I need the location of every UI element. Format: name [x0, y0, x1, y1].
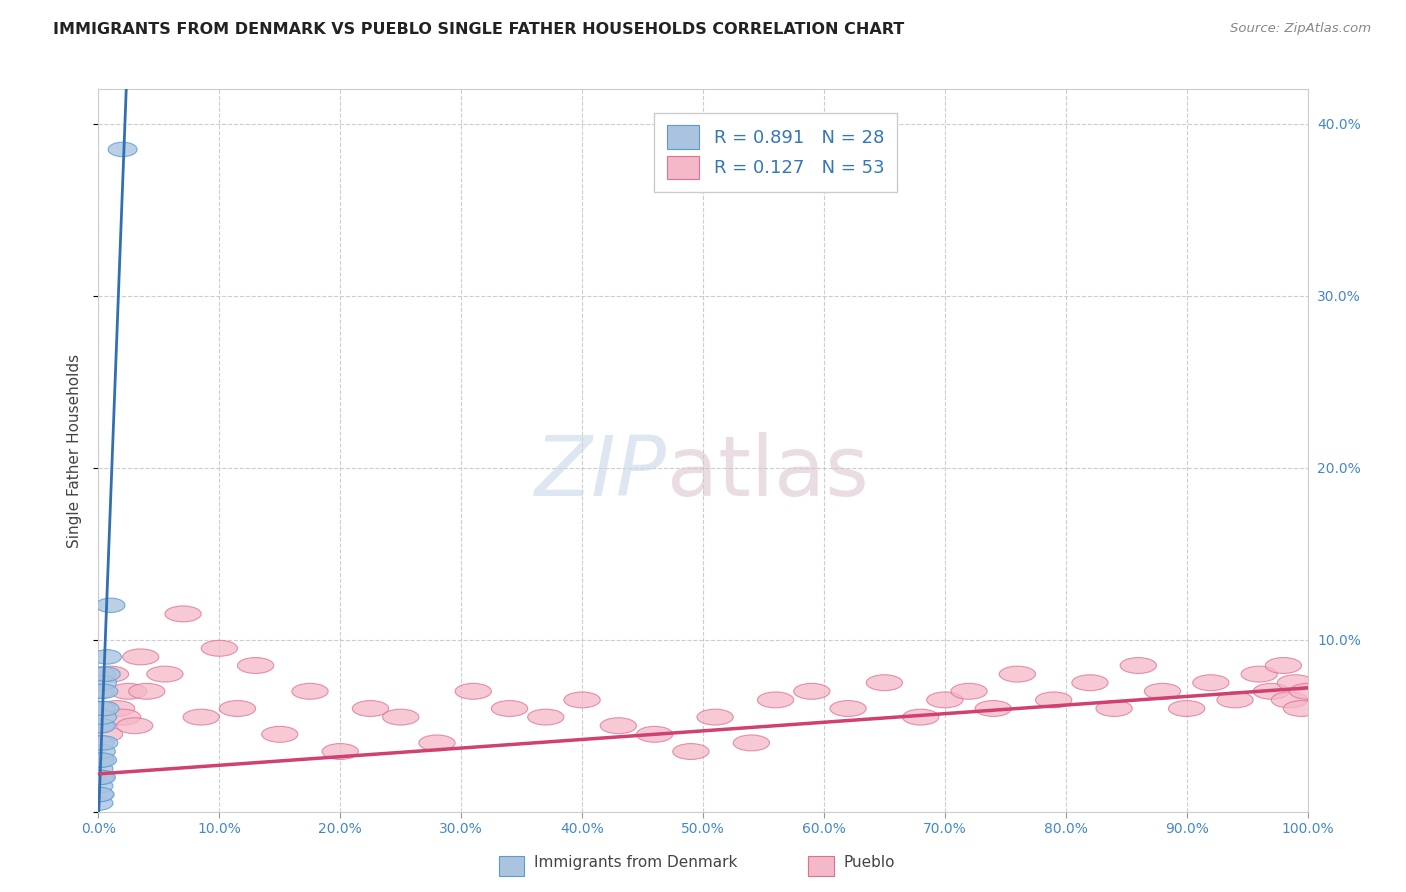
Ellipse shape: [758, 692, 793, 708]
Ellipse shape: [1168, 700, 1205, 716]
Ellipse shape: [86, 718, 115, 733]
Ellipse shape: [1265, 657, 1302, 673]
Ellipse shape: [86, 667, 115, 681]
Ellipse shape: [104, 709, 141, 725]
Ellipse shape: [1000, 666, 1036, 682]
Ellipse shape: [201, 640, 238, 657]
Ellipse shape: [1253, 683, 1289, 699]
Ellipse shape: [89, 684, 118, 698]
Ellipse shape: [1284, 700, 1320, 716]
Ellipse shape: [1192, 674, 1229, 690]
Ellipse shape: [492, 700, 527, 716]
Ellipse shape: [96, 598, 125, 613]
Ellipse shape: [86, 684, 114, 698]
Ellipse shape: [456, 683, 492, 699]
Ellipse shape: [84, 753, 112, 767]
Ellipse shape: [697, 709, 734, 725]
Ellipse shape: [84, 762, 112, 776]
Ellipse shape: [84, 770, 112, 785]
Ellipse shape: [292, 683, 328, 699]
Ellipse shape: [86, 701, 114, 715]
Ellipse shape: [950, 683, 987, 699]
Ellipse shape: [1071, 674, 1108, 690]
Ellipse shape: [1121, 657, 1157, 673]
Ellipse shape: [86, 788, 114, 802]
Ellipse shape: [84, 788, 112, 802]
Ellipse shape: [117, 718, 153, 733]
Ellipse shape: [1289, 683, 1326, 699]
Ellipse shape: [238, 657, 274, 673]
Ellipse shape: [830, 700, 866, 716]
Ellipse shape: [353, 700, 388, 716]
Text: Pueblo: Pueblo: [844, 855, 896, 870]
Ellipse shape: [89, 736, 118, 750]
Text: ZIP: ZIP: [534, 432, 666, 513]
Ellipse shape: [564, 692, 600, 708]
Ellipse shape: [1144, 683, 1181, 699]
Ellipse shape: [183, 709, 219, 725]
Ellipse shape: [165, 606, 201, 622]
Ellipse shape: [673, 744, 709, 759]
Ellipse shape: [1218, 692, 1253, 708]
Ellipse shape: [637, 726, 673, 742]
Ellipse shape: [600, 718, 637, 733]
Ellipse shape: [927, 692, 963, 708]
Ellipse shape: [90, 701, 120, 715]
Ellipse shape: [1278, 674, 1313, 690]
Ellipse shape: [86, 753, 114, 767]
Ellipse shape: [98, 700, 135, 716]
Ellipse shape: [87, 753, 117, 767]
Ellipse shape: [86, 744, 115, 759]
Ellipse shape: [262, 726, 298, 742]
Ellipse shape: [322, 744, 359, 759]
Ellipse shape: [146, 666, 183, 682]
Ellipse shape: [91, 667, 120, 681]
Text: Source: ZipAtlas.com: Source: ZipAtlas.com: [1230, 22, 1371, 36]
Ellipse shape: [93, 666, 129, 682]
Ellipse shape: [527, 709, 564, 725]
Ellipse shape: [86, 701, 115, 715]
Ellipse shape: [419, 735, 456, 751]
Ellipse shape: [866, 674, 903, 690]
Ellipse shape: [122, 649, 159, 665]
Ellipse shape: [1271, 692, 1308, 708]
Ellipse shape: [129, 683, 165, 699]
Ellipse shape: [86, 770, 114, 785]
Y-axis label: Single Father Households: Single Father Households: [67, 353, 83, 548]
Ellipse shape: [382, 709, 419, 725]
Ellipse shape: [84, 796, 112, 810]
Ellipse shape: [87, 675, 117, 690]
Ellipse shape: [976, 700, 1011, 716]
Ellipse shape: [219, 700, 256, 716]
Ellipse shape: [86, 718, 114, 733]
Ellipse shape: [87, 710, 117, 724]
Text: atlas: atlas: [666, 432, 869, 513]
Ellipse shape: [84, 779, 112, 793]
Ellipse shape: [903, 709, 939, 725]
Legend: R = 0.891   N = 28, R = 0.127   N = 53: R = 0.891 N = 28, R = 0.127 N = 53: [654, 112, 897, 192]
Text: Immigrants from Denmark: Immigrants from Denmark: [534, 855, 738, 870]
Ellipse shape: [1097, 700, 1132, 716]
Ellipse shape: [108, 142, 138, 157]
Ellipse shape: [111, 683, 146, 699]
Ellipse shape: [1035, 692, 1071, 708]
Ellipse shape: [86, 736, 114, 750]
Ellipse shape: [1241, 666, 1278, 682]
Ellipse shape: [734, 735, 769, 751]
Ellipse shape: [86, 770, 115, 785]
Text: IMMIGRANTS FROM DENMARK VS PUEBLO SINGLE FATHER HOUSEHOLDS CORRELATION CHART: IMMIGRANTS FROM DENMARK VS PUEBLO SINGLE…: [53, 22, 904, 37]
Ellipse shape: [93, 649, 121, 665]
Ellipse shape: [86, 726, 122, 742]
Ellipse shape: [793, 683, 830, 699]
